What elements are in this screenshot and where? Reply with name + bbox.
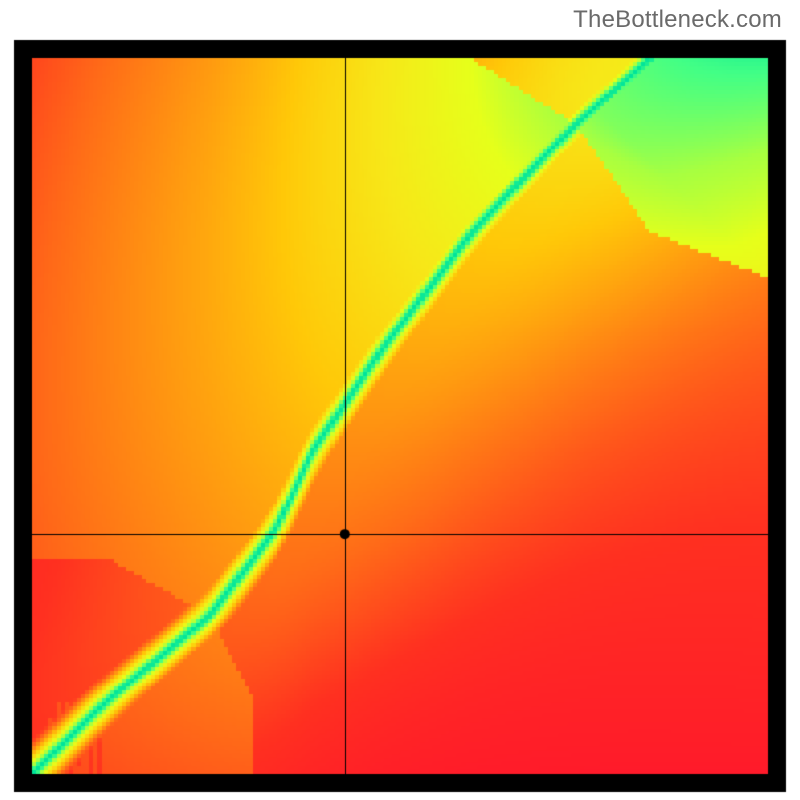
chart-container: TheBottleneck.com — [0, 0, 800, 800]
heatmap-canvas — [0, 0, 800, 800]
watermark-text: TheBottleneck.com — [573, 6, 782, 34]
